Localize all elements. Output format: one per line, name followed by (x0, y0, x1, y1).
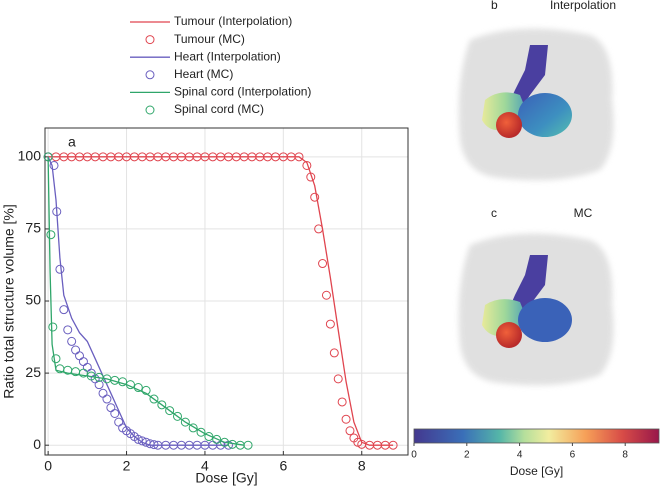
colorbar-label: Dose [Gy] (510, 464, 563, 478)
x-tick-label: 8 (358, 458, 366, 474)
data-point (49, 160, 59, 170)
data-point (149, 394, 159, 404)
data-point (314, 224, 324, 234)
data-point (48, 322, 58, 332)
data-point (243, 440, 253, 450)
panel-labels: b Interpolation c MC (491, 0, 616, 220)
data-point (345, 426, 355, 436)
series-line (47, 156, 229, 446)
data-point (306, 172, 316, 182)
data-point (212, 434, 222, 444)
x-tick-label: 0 (44, 458, 52, 474)
data-point (133, 434, 143, 444)
data-point (102, 394, 112, 404)
legend-label: Tumour (Interpolation) (174, 14, 292, 28)
data-point (59, 305, 69, 315)
data-point (110, 408, 120, 418)
legend-swatch (145, 35, 155, 45)
panel-label: a (68, 134, 76, 150)
legend-label: Spinal cord (MC) (174, 102, 264, 116)
series-line (47, 156, 245, 446)
legend-label: Heart (Interpolation) (174, 49, 281, 63)
data-point (180, 417, 190, 427)
y-tick-label: 50 (25, 292, 41, 308)
colorbar-tick-label: 2 (464, 450, 470, 461)
data-point (125, 380, 135, 390)
render-b (458, 28, 614, 181)
data-point (55, 264, 65, 274)
colorbar: 0 2 4 6 8 Dose [Gy] (411, 428, 660, 478)
data-point (46, 230, 56, 240)
data-point (329, 348, 339, 358)
colorbar-tick-label: 6 (570, 450, 576, 461)
data-point (52, 207, 62, 217)
x-axis-label: Dose [Gy] (195, 470, 257, 486)
data-point (94, 380, 104, 390)
data-point (133, 383, 143, 393)
data-point (318, 259, 328, 269)
data-point (337, 397, 347, 407)
data-point (157, 400, 167, 410)
data-point (333, 374, 343, 384)
colorbar-tick-label: 0 (411, 450, 417, 461)
colorbar-tick-label: 4 (517, 450, 523, 461)
data-point (321, 290, 331, 300)
data-point (67, 336, 77, 346)
panel-title: MC (574, 206, 593, 220)
y-tick-label: 75 (25, 220, 41, 236)
legend-swatch (145, 105, 155, 115)
legend-label: Heart (MC) (174, 67, 233, 81)
data-point (51, 354, 61, 364)
data-point (118, 377, 128, 387)
data-point (310, 192, 320, 202)
data-point (388, 440, 398, 450)
data-point (43, 152, 53, 162)
y-axis-label: Ratio total structure volume [%] (1, 204, 17, 399)
y-tick-label: 0 (33, 436, 41, 452)
legend: Tumour (Interpolation) Tumour (MC) Heart (… (130, 14, 311, 116)
x-tick-label: 2 (123, 458, 131, 474)
data-point (196, 427, 206, 437)
panel-title: Interpolation (550, 0, 616, 12)
legend-label: Tumour (MC) (174, 32, 245, 46)
x-tick-label: 6 (279, 458, 287, 474)
render-c (458, 233, 614, 386)
data-point (149, 440, 159, 450)
y-tick-label: 100 (18, 148, 42, 164)
data-point (141, 385, 151, 395)
x-tick-label: 4 (201, 458, 209, 474)
legend-label: Spinal cord (Interpolation) (174, 85, 311, 99)
legend-swatch (145, 70, 155, 80)
data-point (137, 436, 147, 446)
data-point (78, 368, 88, 378)
data-point (204, 432, 214, 442)
colorbar-gradient (413, 428, 660, 444)
panel-label: b (491, 0, 498, 12)
plot-area (45, 128, 408, 455)
data-point (302, 160, 312, 170)
data-point (63, 325, 73, 335)
y-tick-label: 25 (25, 364, 41, 380)
colorbar-tick-label: 8 (622, 450, 628, 461)
plot-frame (44, 127, 409, 456)
data-point (172, 411, 182, 421)
data-point (325, 319, 335, 329)
data-point (294, 152, 304, 162)
data-point (188, 423, 198, 433)
panel-label: c (491, 206, 497, 220)
data-point (165, 406, 175, 416)
dvh-chart: 0 2 4 6 8 0 25 50 75 100 Dose [Gy] Ratio total stru… (1, 127, 409, 486)
data-point (341, 414, 351, 424)
